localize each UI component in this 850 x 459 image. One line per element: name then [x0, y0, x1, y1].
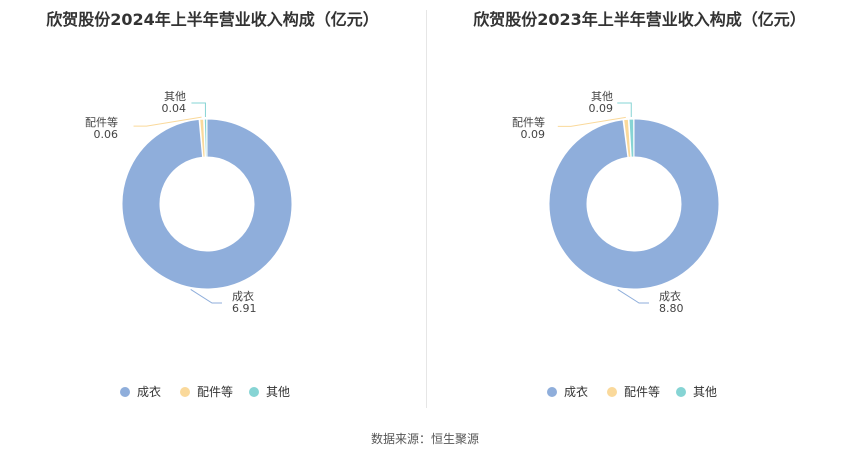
- legend-item-其他[interactable]: 其他: [676, 385, 717, 399]
- legend-label-其他: 其他: [266, 385, 290, 399]
- slice-label-配件等: 配件等: [512, 115, 545, 129]
- slice-label-配件等: 配件等: [85, 115, 118, 129]
- slice-label-其他: 其他: [591, 90, 613, 103]
- data-source-note: 数据来源：恒生聚源: [370, 432, 479, 446]
- panel-divider: [426, 10, 427, 408]
- slice-value-其他: 0.04: [162, 102, 187, 115]
- chart-panel-2024: 欣贺股份2024年上半年营业收入构成（亿元） 成衣 6.91 配件等 0.06 其他 0.…: [0, 0, 425, 420]
- legend-label-配件等: 配件等: [624, 385, 660, 399]
- legend-marker-其他: [249, 387, 259, 397]
- slice-其他: [203, 118, 208, 158]
- slice-label-成衣: 成衣: [659, 289, 681, 303]
- chart-title-2023: 欣贺股份2023年上半年营业收入构成（亿元）: [473, 10, 806, 29]
- slice-value-其他: 0.09: [589, 102, 614, 115]
- leader-line-其他: [191, 102, 206, 118]
- slice-label-其他: 其他: [164, 90, 186, 103]
- legend-marker-成衣: [120, 387, 130, 397]
- legend-marker-其他: [676, 387, 686, 397]
- legend-marker-配件等: [607, 387, 617, 397]
- legend-label-其他: 其他: [693, 385, 717, 399]
- legend-item-配件等[interactable]: 配件等: [607, 385, 660, 399]
- slice-label-成衣: 成衣: [232, 289, 254, 303]
- legend-marker-成衣: [547, 387, 557, 397]
- leader-line-成衣: [617, 289, 649, 304]
- legend-marker-配件等: [180, 387, 190, 397]
- slice-value-配件等: 0.09: [521, 128, 546, 141]
- leader-line-成衣: [190, 289, 222, 304]
- legend-item-其他[interactable]: 其他: [249, 385, 290, 399]
- legend-label-配件等: 配件等: [197, 385, 233, 399]
- leader-line-其他: [617, 102, 632, 118]
- slice-成衣: [548, 118, 720, 290]
- legend-label-成衣: 成衣: [137, 384, 161, 399]
- leader-line-配件等: [133, 116, 202, 127]
- slice-其他: [628, 118, 635, 158]
- legend-item-成衣[interactable]: 成衣: [120, 384, 161, 399]
- legend-item-配件等[interactable]: 配件等: [180, 385, 233, 399]
- legend-item-成衣[interactable]: 成衣: [547, 384, 588, 399]
- chart-title-2024: 欣贺股份2024年上半年营业收入构成（亿元）: [46, 10, 379, 29]
- slice-value-配件等: 0.06: [94, 128, 119, 141]
- chart-panel-2023: 欣贺股份2023年上半年营业收入构成（亿元） 成衣 8.80 配件等 0.09 其他 0.…: [427, 0, 850, 420]
- slice-value-成衣: 8.80: [659, 302, 684, 315]
- slice-成衣: [121, 118, 293, 290]
- legend-label-成衣: 成衣: [564, 384, 588, 399]
- slice-value-成衣: 6.91: [232, 302, 257, 315]
- leader-line-配件等: [557, 116, 626, 127]
